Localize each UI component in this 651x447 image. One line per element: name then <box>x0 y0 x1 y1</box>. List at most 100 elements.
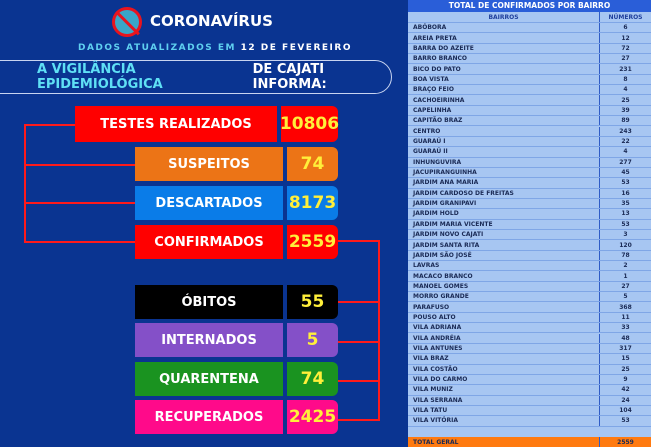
bairro-count: 35 <box>621 200 630 208</box>
table-row: JACUPIRANGUINHA 45 <box>408 167 651 179</box>
bairro-count: 4 <box>623 86 628 94</box>
bairro-count: 13 <box>621 210 630 218</box>
table-row: VILA SERRANA 24 <box>408 395 651 406</box>
bairro-count: 277 <box>619 158 632 166</box>
table-row: GUARAÚ II 4 <box>408 147 651 158</box>
connector-line <box>338 380 379 382</box>
table-row: JARDIM MARIA VICENTE 53 <box>408 219 651 230</box>
bairro-name: JARDIM MARIA VICENTE <box>408 219 600 229</box>
bairro-name: ABÓBORA <box>408 23 600 33</box>
bairro-name: JARDIM GRANIPAVI <box>408 198 600 209</box>
bairro-name: VILA ANDRÉIA <box>408 333 600 343</box>
bairro-count: 4 <box>623 148 628 156</box>
bairro-name: GUARAÚ II <box>408 147 600 157</box>
stat-value-obitos: 55 <box>287 285 338 319</box>
bairro-count: 24 <box>621 396 630 404</box>
table-row: VILA ANDRÉIA 48 <box>408 333 651 344</box>
bairro-name: VILA BRAZ <box>408 354 600 364</box>
bairro-count: 368 <box>619 303 632 311</box>
bairro-name: CENTRO <box>408 126 600 136</box>
bairro-count: 72 <box>621 44 630 52</box>
table-row: BARRO BRANCO 27 <box>408 54 651 65</box>
bairro-name: MANOEL GOMES <box>408 281 600 292</box>
table-row: LAVRAS 2 <box>408 261 651 272</box>
updated-prefix: DADOS ATUALIZADOS EM <box>78 43 236 53</box>
table-row: MANOEL GOMES 27 <box>408 281 651 293</box>
neighborhood-table: TOTAL DE CONFIRMADOS POR BAIRRO BAIRROS … <box>408 0 651 447</box>
table-row: JARDIM GRANIPAVI 35 <box>408 198 651 210</box>
table-row: BOA VISTA 8 <box>408 74 651 86</box>
bairro-count: 53 <box>621 179 630 187</box>
bairro-name: VILA VITÓRIA <box>408 416 600 426</box>
bairro-count: 9 <box>623 376 628 384</box>
table-row: JARDIM NOVO CAJATI 3 <box>408 230 651 241</box>
stat-label-testes-realizados: TESTES REALIZADOS <box>75 106 277 142</box>
total-value: 2559 <box>617 438 634 446</box>
bairro-name: BARRO BRANCO <box>408 54 600 64</box>
bairro-count: 2 <box>623 262 628 270</box>
connector-line <box>338 301 379 303</box>
app-title: CORONAVÍRUS <box>150 12 273 30</box>
bairro-name: MACACO BRANCO <box>408 271 600 281</box>
table-row: INHUNGUVIRA 277 <box>408 157 651 168</box>
bairro-count: 231 <box>619 65 632 73</box>
table-row: POUSO ALTO 11 <box>408 312 651 324</box>
banner-highlight: A VIGILÂNCIA EPIDEMIOLÓGICA <box>37 62 163 92</box>
stat-value-suspeitos: 74 <box>287 147 338 181</box>
bairro-name: VILA MUNIZ <box>408 385 600 395</box>
bairro-name: VILA COSTÃO <box>408 364 600 374</box>
bairro-count: 33 <box>621 324 630 332</box>
total-row: TOTAL GERAL 2559 <box>408 437 651 447</box>
bairro-name: VILA SERRANA <box>408 395 600 405</box>
bairro-count: 16 <box>621 189 630 197</box>
table-row: VILA ANTUNES 317 <box>408 343 651 355</box>
connector-line <box>24 124 75 126</box>
stat-label-recuperados: RECUPERADOS <box>135 400 283 434</box>
bairro-count: 120 <box>619 241 632 249</box>
connector-line <box>24 164 135 166</box>
stat-label-confirmados: CONFIRMADOS <box>135 225 283 259</box>
bairro-count: 5 <box>623 293 628 301</box>
table-row: JARDIM SANTA RITA 120 <box>408 240 651 251</box>
total-label: TOTAL GERAL <box>408 437 600 447</box>
bairro-count: 317 <box>619 345 632 353</box>
bairro-name: JARDIM SANTA RITA <box>408 240 600 250</box>
bairro-name: BOA VISTA <box>408 74 600 85</box>
table-row: BICO DO PATO 231 <box>408 64 651 75</box>
table-title: TOTAL DE CONFIRMADOS POR BAIRRO <box>408 0 651 12</box>
stat-label-quarentena: QUARENTENA <box>135 362 283 396</box>
updated-line: DADOS ATUALIZADOS EM 12 DE FEVEREIRO <box>78 43 352 53</box>
table-row: JARDIM ANA MARIA 53 <box>408 178 651 189</box>
updated-date: 12 DE FEVEREIRO <box>240 43 352 53</box>
bairro-count: 104 <box>619 407 632 415</box>
table-row: VILA VITÓRIA 53 <box>408 416 651 427</box>
bairro-name: VILA TATU <box>408 405 600 416</box>
bairro-name: MORRO GRANDE <box>408 292 600 302</box>
stat-label-suspeitos: SUSPEITOS <box>135 147 283 181</box>
bairro-count: 3 <box>623 231 628 239</box>
table-row: CACHOEIRINHA 25 <box>408 95 651 106</box>
bairro-name: CAPITÃO BRAZ <box>408 116 600 126</box>
bairro-count: 12 <box>621 34 630 42</box>
info-banner: A VIGILÂNCIA EPIDEMIOLÓGICA DE CAJATI IN… <box>0 60 392 94</box>
stat-value-quarentena: 74 <box>287 362 338 396</box>
bairro-count: 11 <box>621 313 630 321</box>
virus-logo-icon <box>112 7 142 37</box>
bairro-name: CACHOEIRINHA <box>408 95 600 105</box>
bairro-name: JARDIM CARDOSO DE FREITAS <box>408 188 600 198</box>
connector-line <box>24 124 26 243</box>
bairro-name: VILA ANTUNES <box>408 343 600 354</box>
table-row: VILA BRAZ 15 <box>408 354 651 365</box>
bairro-name: JARDIM SÃO JOSÉ <box>408 250 600 261</box>
table-row: ABÓBORA 6 <box>408 23 651 34</box>
table-row: BARRA DO AZEITE 72 <box>408 43 651 55</box>
stat-label-obitos: ÓBITOS <box>135 285 283 319</box>
bairro-count: 15 <box>621 355 630 363</box>
bairro-name: LAVRAS <box>408 261 600 271</box>
table-row: CAPITÃO BRAZ 89 <box>408 116 651 127</box>
stat-label-internados: INTERNADOS <box>135 323 283 357</box>
table-row: GUARAÚ I 22 <box>408 136 651 148</box>
bairro-count: 243 <box>619 127 632 135</box>
stat-value-internados: 5 <box>287 323 338 357</box>
bairro-count: 8 <box>623 75 628 83</box>
